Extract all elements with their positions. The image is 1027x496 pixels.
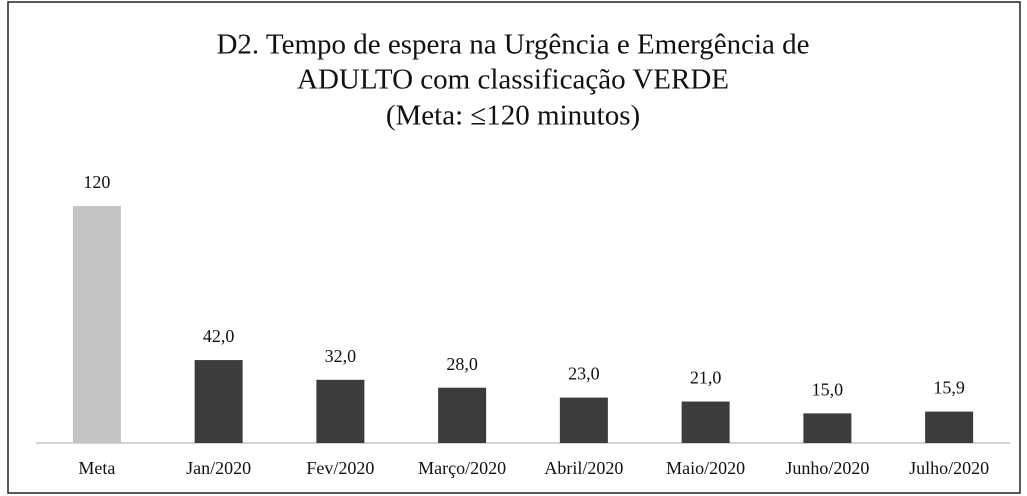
data-label: 23,0 [568,364,600,384]
chart-title: ADULTO com classificação VERDE [297,64,729,96]
data-label: 21,0 [690,368,722,388]
bar [194,360,243,443]
data-label: 32,0 [325,346,357,366]
bar [803,413,852,443]
x-tick-label: Julho/2020 [909,458,989,478]
data-label: 42,0 [203,326,235,346]
bar [559,397,608,443]
x-tick-label: Jan/2020 [186,458,251,478]
data-label: 15,0 [812,380,844,400]
bar [438,387,487,443]
x-tick-label: Março/2020 [418,458,506,478]
x-tick-label: Abril/2020 [544,458,623,478]
x-tick-label: Meta [78,458,115,478]
bar [681,401,730,443]
data-label: 28,0 [446,354,478,374]
x-tick-label: Junho/2020 [785,458,869,478]
chart-subtitle: (Meta: ≤120 minutos) [386,100,640,132]
chart-title: D2. Tempo de espera na Urgência e Emergê… [216,29,809,61]
data-label: 120 [83,172,110,192]
bar [316,379,365,443]
x-tick-label: Maio/2020 [666,458,745,478]
frame [7,1,1021,494]
bar [72,206,121,443]
x-tick-label: Fev/2020 [306,458,374,478]
data-label: 15,9 [933,378,965,398]
bar [925,411,974,443]
